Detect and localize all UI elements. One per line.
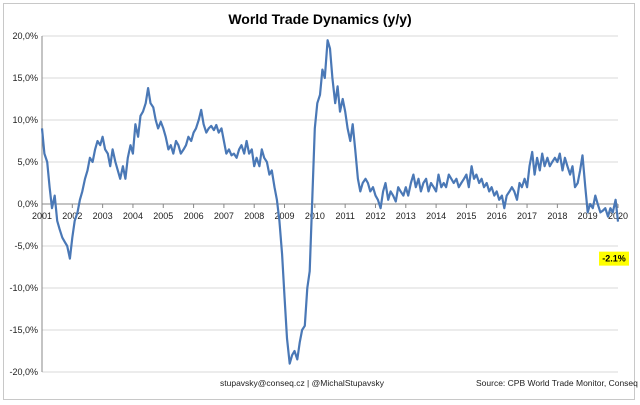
x-tick-label: 2013: [396, 211, 416, 221]
y-tick-label: 10,0%: [12, 115, 38, 125]
callout-background: [599, 251, 629, 266]
x-tick-label: 2005: [153, 211, 173, 221]
last-value-callout: -2.1%: [599, 251, 629, 266]
x-tick-label: 2001: [32, 211, 52, 221]
y-tick-label: -15,0%: [9, 325, 38, 335]
x-tick-label: 2015: [456, 211, 476, 221]
x-tick-label: 2004: [123, 211, 143, 221]
x-tick-label: 2016: [487, 211, 507, 221]
x-tick-label: 2007: [214, 211, 234, 221]
y-tick-label: 5,0%: [17, 157, 38, 167]
x-tick-label: 2010: [305, 211, 325, 221]
y-axis-ticks: -20,0% -15,0% -10,0% -5,0% 0,0% 5,0% 10,0% 15,0…: [9, 31, 38, 377]
y-tick-label: -20,0%: [9, 367, 38, 377]
x-tick-label: 2006: [184, 211, 204, 221]
x-tick-label: 2008: [244, 211, 264, 221]
callout-label: -2.1%: [602, 254, 626, 264]
y-tick-label: -10,0%: [9, 283, 38, 293]
x-tick-label: 2002: [62, 211, 82, 221]
x-tick-label: 2012: [365, 211, 385, 221]
x-tick-label: 2017: [517, 211, 537, 221]
x-tick-label: 2018: [547, 211, 567, 221]
chart-title: World Trade Dynamics (y/y): [228, 11, 411, 27]
chart-frame: [3, 3, 635, 400]
x-tick-label: 2003: [93, 211, 113, 221]
y-tick-label: 20,0%: [12, 31, 38, 41]
y-tick-label: 15,0%: [12, 73, 38, 83]
x-axis-ticks: 2001 2002 2003 2004 2005 2006 2007 2008 2009 2010…: [32, 204, 628, 221]
gridlines: [41, 35, 618, 373]
source-note: Source: CPB World Trade Monitor, Conseq: [476, 378, 638, 388]
author-note: stupavsky@conseq.cz | @MichalStupavsky: [220, 378, 385, 388]
y-tick-label: 0,0%: [17, 199, 38, 209]
x-tick-label: 2014: [426, 211, 446, 221]
x-tick-label: 2009: [275, 211, 295, 221]
y-tick-label: -5,0%: [14, 241, 38, 251]
series-line-world-trade: [40, 39, 620, 365]
x-tick-label: 2011: [335, 211, 354, 221]
x-tick-label: 2019: [578, 211, 598, 221]
